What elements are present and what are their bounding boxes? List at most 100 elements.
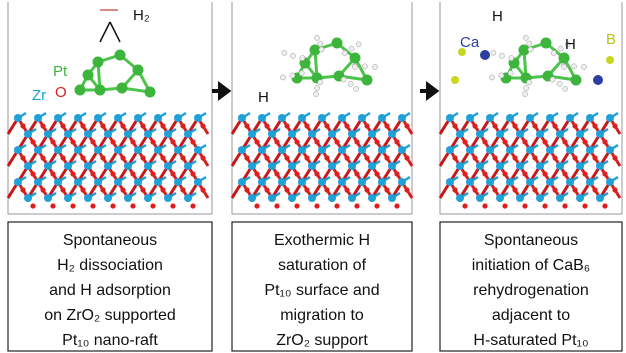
o-atom [324,155,329,160]
zr-atom [24,162,32,170]
zr-atom [486,146,494,154]
o-atom [314,171,319,176]
o-atom [60,155,65,160]
o-atom [572,123,577,128]
zr-atom [476,162,484,170]
zr-atom [466,146,474,154]
zr-atom [258,178,266,186]
o-atom [190,203,195,208]
o-atom [90,139,95,144]
zr-atom [586,178,594,186]
o-atom [364,155,369,160]
zr-atom [94,114,102,122]
h-atom [282,50,287,55]
zr-atom [536,162,544,170]
h-atom [508,71,513,76]
zr-atom [378,178,386,186]
zr-atom [154,146,162,154]
zr-atom [496,194,504,202]
caption-line: H₂ dissociation [57,257,163,274]
caption-line: Pt₁₀ surface and [264,282,379,299]
zr-atom [14,146,22,154]
h-atom [550,77,555,82]
o-atom [404,187,409,192]
o-atom [284,123,289,128]
o-atom [284,155,289,160]
zr-atom [34,114,42,122]
h-atom [528,47,533,52]
o-atom [384,155,389,160]
o-atom [40,187,45,192]
zr-atom [298,114,306,122]
o-atom [404,155,409,160]
zr-atom [516,130,524,138]
zr-atom [288,130,296,138]
o-atom [244,155,249,160]
zr-atom [144,194,152,202]
h-atom [362,64,367,69]
o-atom [612,187,617,192]
o-atom [304,155,309,160]
label-zr: Zr [32,87,46,104]
pt-atom [559,53,570,64]
zr-atom [476,130,484,138]
o-atom [364,123,369,128]
o-atom [522,203,527,208]
zr-atom [298,178,306,186]
o-atom [70,171,75,176]
zr-atom [288,194,296,202]
h-atom [491,50,496,55]
zr-atom [556,130,564,138]
zr-atom [526,114,534,122]
label-ca: Ca [460,34,480,51]
h-atom [581,64,586,69]
o-atom [80,155,85,160]
o-atom [180,155,185,160]
o-atom [572,155,577,160]
zr-atom [466,178,474,186]
h-atom [499,53,504,58]
h-atom [524,85,529,90]
o-atom [100,123,105,128]
h-atom [313,91,318,96]
zr-atom [84,194,92,202]
o-atom [304,187,309,192]
caption-line: H-saturated Pt₁₀ [473,332,588,349]
o-atom [200,123,205,128]
o-atom [30,139,35,144]
o-atom [334,203,339,208]
o-atom [130,139,135,144]
o-atom [20,123,25,128]
label-h: H [258,89,269,106]
o-atom [344,123,349,128]
o-atom [254,139,259,144]
zr-atom [248,162,256,170]
zr-atom [24,130,32,138]
dissociation-arrows [100,22,120,42]
zr-atom [546,146,554,154]
zr-atom [94,178,102,186]
o-atom [60,187,65,192]
o-atom [452,187,457,192]
h-atom [356,42,361,47]
o-atom [160,187,165,192]
label-h: H [565,36,576,53]
o-atom [130,203,135,208]
pt-atom [75,85,86,96]
zr-atom [596,130,604,138]
zr-atom [516,162,524,170]
h-atom [558,46,563,51]
zr-atom [164,194,172,202]
o-atom [274,139,279,144]
o-atom [482,203,487,208]
pt-atom [133,65,144,76]
o-atom [374,139,379,144]
pt-atom [145,87,156,98]
o-atom [130,171,135,176]
zr-atom [456,194,464,202]
o-atom [592,123,597,128]
h-atom [318,80,323,85]
o-atom [254,171,259,176]
h-atom [527,80,532,85]
o-atom [562,139,567,144]
